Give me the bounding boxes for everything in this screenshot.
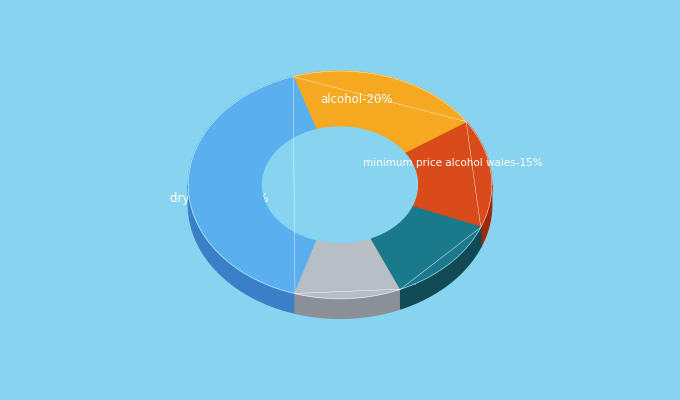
Polygon shape — [371, 207, 481, 289]
Polygon shape — [293, 71, 466, 152]
Polygon shape — [401, 227, 481, 309]
Polygon shape — [413, 185, 419, 227]
Polygon shape — [188, 77, 317, 294]
Polygon shape — [481, 185, 492, 247]
Polygon shape — [371, 207, 413, 259]
Text: three spirit-11%: three spirit-11% — [322, 275, 418, 288]
Polygon shape — [295, 289, 401, 318]
Polygon shape — [188, 185, 295, 313]
Text: alcohol-20%: alcohol-20% — [321, 92, 393, 106]
Polygon shape — [295, 239, 401, 299]
Polygon shape — [261, 185, 317, 261]
Text: minimum price alcohol wales-15%: minimum price alcohol wales-15% — [363, 158, 543, 168]
Polygon shape — [317, 239, 371, 264]
Text: dry january-39%: dry january-39% — [170, 192, 268, 206]
Polygon shape — [405, 122, 492, 227]
Text: seedlip-12%: seedlip-12% — [398, 235, 471, 248]
